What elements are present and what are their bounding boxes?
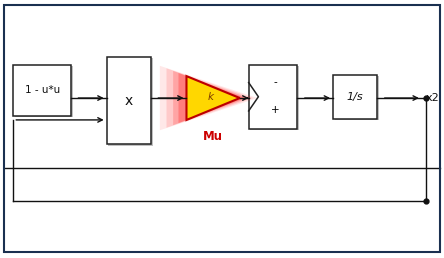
Bar	[13, 64, 71, 116]
Polygon shape	[173, 71, 249, 125]
Bar	[107, 57, 151, 144]
Text: +: +	[271, 105, 280, 115]
Polygon shape	[186, 76, 240, 120]
Text: -: -	[274, 77, 278, 87]
Bar	[333, 75, 377, 119]
Text: k: k	[207, 92, 214, 102]
Bar	[335, 76, 379, 120]
Bar	[249, 64, 297, 129]
Polygon shape	[160, 66, 258, 130]
Text: Mu: Mu	[203, 130, 223, 143]
Text: 1 - u*u: 1 - u*u	[24, 85, 60, 95]
Bar	[250, 66, 299, 130]
Bar	[108, 58, 153, 146]
Text: x: x	[125, 94, 133, 108]
Bar	[15, 66, 73, 117]
Text: x2: x2	[425, 93, 439, 103]
Polygon shape	[166, 68, 253, 128]
Polygon shape	[178, 73, 245, 123]
Text: 1/s: 1/s	[347, 92, 364, 102]
